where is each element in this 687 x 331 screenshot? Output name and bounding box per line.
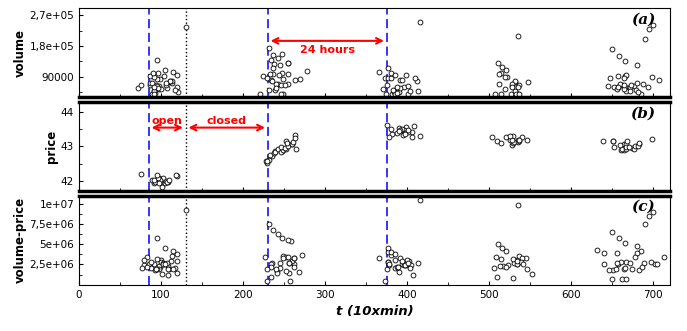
- Text: open: open: [152, 116, 183, 126]
- Y-axis label: volume-price: volume-price: [14, 197, 27, 283]
- Text: 24 hours: 24 hours: [300, 45, 354, 55]
- Y-axis label: price: price: [45, 130, 58, 163]
- Text: (b): (b): [630, 106, 655, 120]
- Y-axis label: volume: volume: [14, 29, 27, 77]
- Text: (a): (a): [631, 13, 655, 27]
- Text: closed: closed: [207, 116, 247, 126]
- X-axis label: t (10xmin): t (10xmin): [336, 305, 413, 318]
- Text: (c): (c): [631, 200, 655, 214]
